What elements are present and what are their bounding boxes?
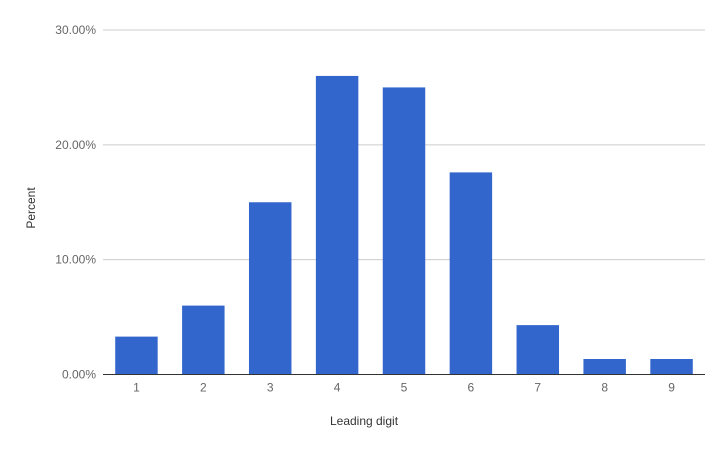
x-tick-label: 9 [668,381,675,395]
bar-2 [182,305,225,375]
y-tick-label: 30.00% [55,23,96,37]
x-tick-label: 4 [334,381,341,395]
x-tick-label: 5 [401,381,408,395]
y-tick-label: 0.00% [62,368,96,382]
x-axis-title: Leading digit [330,414,399,428]
y-axis-title: Percent [24,187,38,229]
bar-5 [382,87,426,375]
bar-4 [315,75,359,375]
y-tick-label: 20.00% [55,138,96,152]
x-tick-label: 1 [133,381,140,395]
x-tick-label: 2 [200,381,207,395]
x-axis-tick-labels: 1 2 3 4 5 6 7 8 9 [133,381,675,395]
y-axis-tick-labels: 0.00% 10.00% 20.00% 30.00% [55,23,96,382]
x-tick-label: 8 [601,381,608,395]
x-tick-label: 7 [534,381,541,395]
bar-1 [115,336,158,375]
bar-6 [449,172,493,375]
x-tick-label: 6 [468,381,475,395]
bars [103,75,705,375]
bar-3 [248,202,292,375]
y-tick-label: 10.00% [55,253,96,267]
bar-8 [583,358,626,375]
x-tick-label: 3 [267,381,274,395]
bar-7 [516,325,560,375]
bar-9 [650,358,693,375]
